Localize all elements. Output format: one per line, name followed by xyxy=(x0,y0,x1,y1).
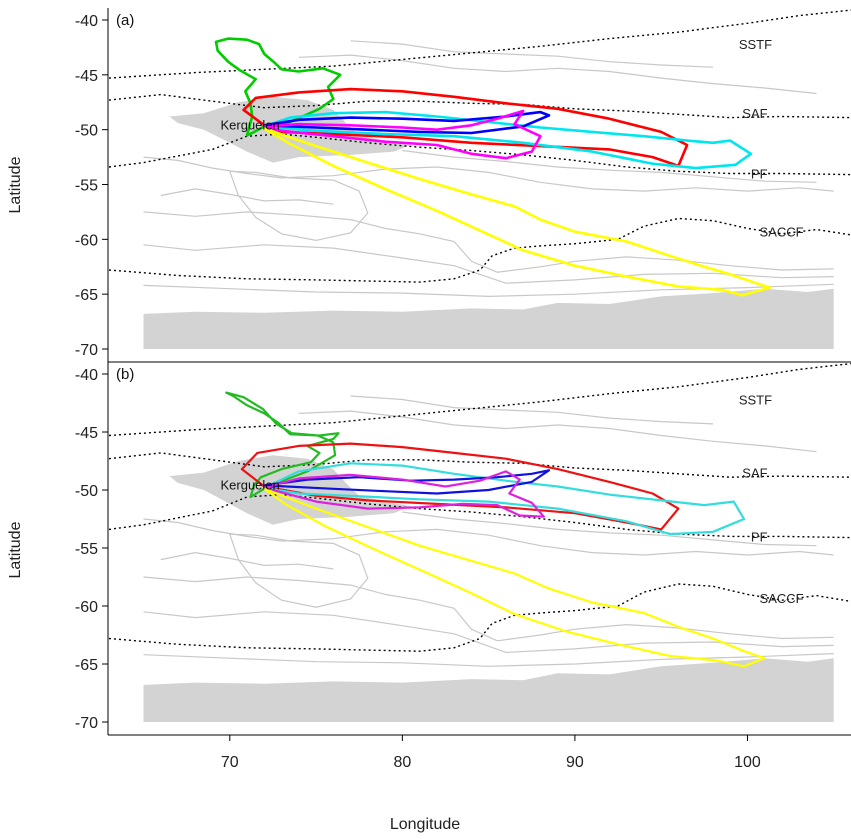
x-tick-label: 80 xyxy=(393,754,411,771)
bathymetry-contour xyxy=(160,188,334,205)
panel-label: (b) xyxy=(116,366,134,383)
front-line-saccf xyxy=(108,217,851,283)
animal-track xyxy=(263,127,772,297)
animal-track xyxy=(242,87,689,168)
front-label-saccf: SACCF xyxy=(760,591,804,606)
bathymetry-contour xyxy=(298,410,817,453)
x-tick-label: 70 xyxy=(221,754,239,771)
front-label-saf: SAF xyxy=(742,106,767,121)
animal-track xyxy=(225,391,340,499)
front-label-sstf: SSTF xyxy=(739,393,772,408)
animal-track xyxy=(263,109,542,160)
bathymetry-contour xyxy=(143,156,834,192)
front-line-pf xyxy=(108,133,851,176)
bathymetry-contour xyxy=(402,511,817,547)
bathymetry-contour xyxy=(350,40,714,68)
kerguelen-plateau-shape xyxy=(169,455,411,525)
bathymetry-contour xyxy=(160,551,334,570)
y-tick-label: -50 xyxy=(75,483,98,500)
y-tick-label: -50 xyxy=(75,123,98,140)
x-tick-label: 100 xyxy=(734,754,761,771)
animal-track xyxy=(263,110,551,135)
bathymetry-contour xyxy=(143,211,834,273)
front-label-sstf: SSTF xyxy=(739,37,772,52)
y-tick-label: -55 xyxy=(75,178,98,195)
antarctica-shape xyxy=(143,288,834,349)
front-line-saccf xyxy=(108,583,851,652)
y-axis-label-a: Latitude xyxy=(7,156,24,213)
animal-track xyxy=(214,37,342,137)
bathymetry-contour xyxy=(143,244,834,284)
animal-track xyxy=(263,470,545,518)
y-tick-label: -70 xyxy=(75,342,98,359)
bathymetry-contour xyxy=(298,54,817,95)
y-tick-label: -60 xyxy=(75,599,98,616)
front-line-saf xyxy=(108,452,851,478)
animal-track xyxy=(263,487,766,668)
front-line-sstf xyxy=(108,362,851,437)
y-axis-label-b: Latitude xyxy=(7,521,24,578)
front-label-pf: PF xyxy=(751,167,768,182)
y-tick-label: -45 xyxy=(75,425,98,442)
front-label-saccf: SACCF xyxy=(760,225,804,240)
animal-track xyxy=(263,469,551,495)
y-tick-label: -40 xyxy=(75,367,98,384)
animal-track xyxy=(263,462,746,536)
y-tick-label: -55 xyxy=(75,541,98,558)
x-axis-label: Longitude xyxy=(390,816,460,833)
y-tick-label: -40 xyxy=(75,13,98,30)
y-tick-label: -60 xyxy=(75,232,98,249)
bathymetry-contour xyxy=(350,395,714,425)
bathymetry-contour xyxy=(402,149,817,183)
x-tick-label: 90 xyxy=(566,754,584,771)
kerguelen-label: Kerguelen xyxy=(220,477,279,492)
front-line-pf xyxy=(108,493,851,539)
kerguelen-label: Kerguelen xyxy=(220,117,279,132)
bathymetry-contour xyxy=(143,518,834,556)
bathymetry-contour xyxy=(143,576,834,642)
map-panel-a: SSTF SAF PF SACCF Kerguelen (a) xyxy=(108,9,851,363)
bathymetry-contour xyxy=(229,533,369,608)
map-panel-b: SSTF SAF PF SACCF Kerguelen (b) xyxy=(108,362,851,722)
y-tick-label: -65 xyxy=(75,657,98,674)
animal-track xyxy=(263,110,753,170)
y-tick-label: -45 xyxy=(75,68,98,85)
front-label-saf: SAF xyxy=(742,466,767,481)
y-tick-label: -70 xyxy=(75,715,98,732)
front-label-pf: PF xyxy=(751,529,768,544)
bathymetry-contour xyxy=(229,170,369,242)
antarctica-shape xyxy=(143,658,834,722)
bathymetry-contour xyxy=(143,653,834,667)
y-tick-label: -65 xyxy=(75,287,98,304)
panel-label: (a) xyxy=(116,12,134,29)
front-line-saf xyxy=(108,93,851,119)
